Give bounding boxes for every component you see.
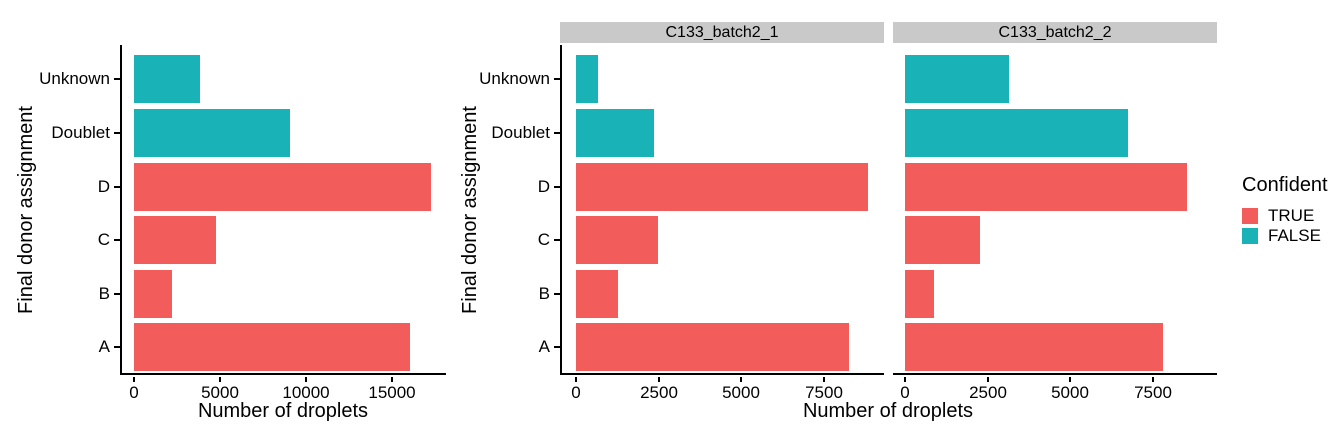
y-axis-category-label: Unknown — [39, 69, 110, 88]
x-tick-label: 2500 — [969, 383, 1007, 402]
false-color-swatch-icon — [1242, 228, 1258, 244]
x-tick-label: 5000 — [1051, 383, 1089, 402]
y-axis-category-label: B — [538, 284, 550, 303]
bar-facet2-doublet — [905, 109, 1128, 157]
x-tick-label: 10000 — [282, 383, 330, 402]
y-axis-category-label: C — [97, 230, 110, 249]
bar-facet2-a — [905, 323, 1163, 371]
y-tick — [114, 293, 120, 295]
x-tick-label: 2500 — [640, 383, 678, 402]
legend-label-false: FALSE — [1268, 226, 1321, 245]
legend-item-false: FALSE — [1242, 226, 1328, 246]
bar-left-c — [134, 216, 216, 264]
y-axis-category-label: D — [97, 177, 110, 196]
y-tick — [114, 78, 120, 80]
legend-title: Confident — [1242, 174, 1328, 196]
y-axis-category-label: A — [538, 337, 550, 356]
x-tick-label: 5000 — [722, 383, 760, 402]
bar-facet1-b — [576, 270, 618, 318]
bar-left-unknown — [134, 55, 200, 103]
legend-item-true: TRUE — [1242, 206, 1328, 226]
x-tick — [575, 377, 577, 382]
panel-facet1 — [560, 45, 884, 375]
facet-strip-batch2-1: C133_batch2_1 — [560, 22, 884, 43]
y-tick — [114, 239, 120, 241]
y-tick — [554, 239, 560, 241]
y-tick — [554, 186, 560, 188]
y-tick — [114, 346, 120, 348]
bar-facet1-a — [576, 323, 849, 371]
y-axis-category-label: B — [98, 284, 110, 303]
x-tick — [219, 377, 221, 382]
true-color-swatch-icon — [1242, 208, 1258, 224]
y-tick — [554, 132, 560, 134]
y-axis-category-label: A — [98, 337, 110, 356]
y-tick — [114, 132, 120, 134]
y-axis-category-label: Doublet — [51, 123, 110, 142]
bar-facet2-b — [905, 270, 934, 318]
x-tick — [133, 377, 135, 382]
facet-x-axis-title: Number of droplets — [802, 400, 974, 422]
bar-facet1-d — [576, 163, 868, 211]
x-tick-label: 7500 — [805, 383, 843, 402]
x-tick — [1069, 377, 1071, 382]
x-tick-label: 0 — [900, 383, 910, 402]
bar-facet2-c — [905, 216, 980, 264]
x-tick — [305, 377, 307, 382]
bar-facet1-c — [576, 216, 658, 264]
x-tick-label: 0 — [129, 383, 139, 402]
panel-facet2 — [893, 45, 1217, 375]
y-tick — [554, 78, 560, 80]
x-tick — [1152, 377, 1154, 382]
x-tick — [391, 377, 393, 382]
bar-facet1-unknown — [576, 55, 598, 103]
bar-left-doublet — [134, 109, 290, 157]
facet-strip-batch2-2: C133_batch2_2 — [893, 22, 1217, 43]
bar-facet2-unknown — [905, 55, 1009, 103]
x-tick-label: 5000 — [201, 383, 239, 402]
y-tick — [114, 186, 120, 188]
x-tick — [904, 377, 906, 382]
x-tick-label: 7500 — [1134, 383, 1172, 402]
bar-facet2-d — [905, 163, 1187, 211]
y-tick — [554, 293, 560, 295]
y-axis-category-label: D — [537, 177, 550, 196]
legend-label-true: TRUE — [1268, 206, 1315, 225]
x-tick — [987, 377, 989, 382]
y-tick — [554, 346, 560, 348]
left-x-axis-title: Number of droplets — [197, 400, 369, 422]
bar-facet1-doublet — [576, 109, 654, 157]
x-tick-label: 15000 — [368, 383, 416, 402]
bar-left-a — [134, 323, 410, 371]
x-tick — [823, 377, 825, 382]
x-tick — [740, 377, 742, 382]
bar-left-b — [134, 270, 172, 318]
panel-left — [120, 45, 446, 375]
y-axis-category-label: Doublet — [491, 123, 550, 142]
bar-left-d — [134, 163, 431, 211]
x-tick — [658, 377, 660, 382]
legend: Confident TRUE FALSE — [1242, 174, 1328, 246]
x-tick-label: 0 — [571, 383, 581, 402]
y-axis-category-label: C — [537, 230, 550, 249]
y-axis-category-label: Unknown — [479, 69, 550, 88]
